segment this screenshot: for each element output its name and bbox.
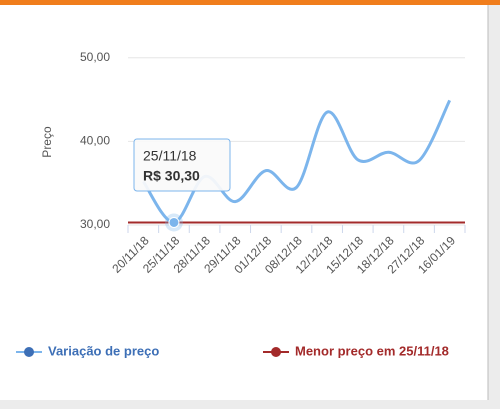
legend-swatch <box>24 347 34 357</box>
y-axis-label: Preço <box>40 126 54 158</box>
legend-swatch <box>271 347 281 357</box>
panel <box>0 0 488 400</box>
tooltip-date: 25/11/18 <box>143 148 197 164</box>
y-tick-label: 50,00 <box>80 50 110 64</box>
highlight-point <box>168 216 180 228</box>
legend-label: Variação de preço <box>48 343 159 358</box>
tooltip-box <box>133 138 231 192</box>
legend-label: Menor preço em 25/11/18 <box>295 343 449 358</box>
top-bar <box>0 0 500 5</box>
tooltip-value: R$ 30,30 <box>143 168 200 184</box>
y-tick-label: 30,00 <box>80 217 110 231</box>
y-tick-label: 40,00 <box>80 134 110 148</box>
